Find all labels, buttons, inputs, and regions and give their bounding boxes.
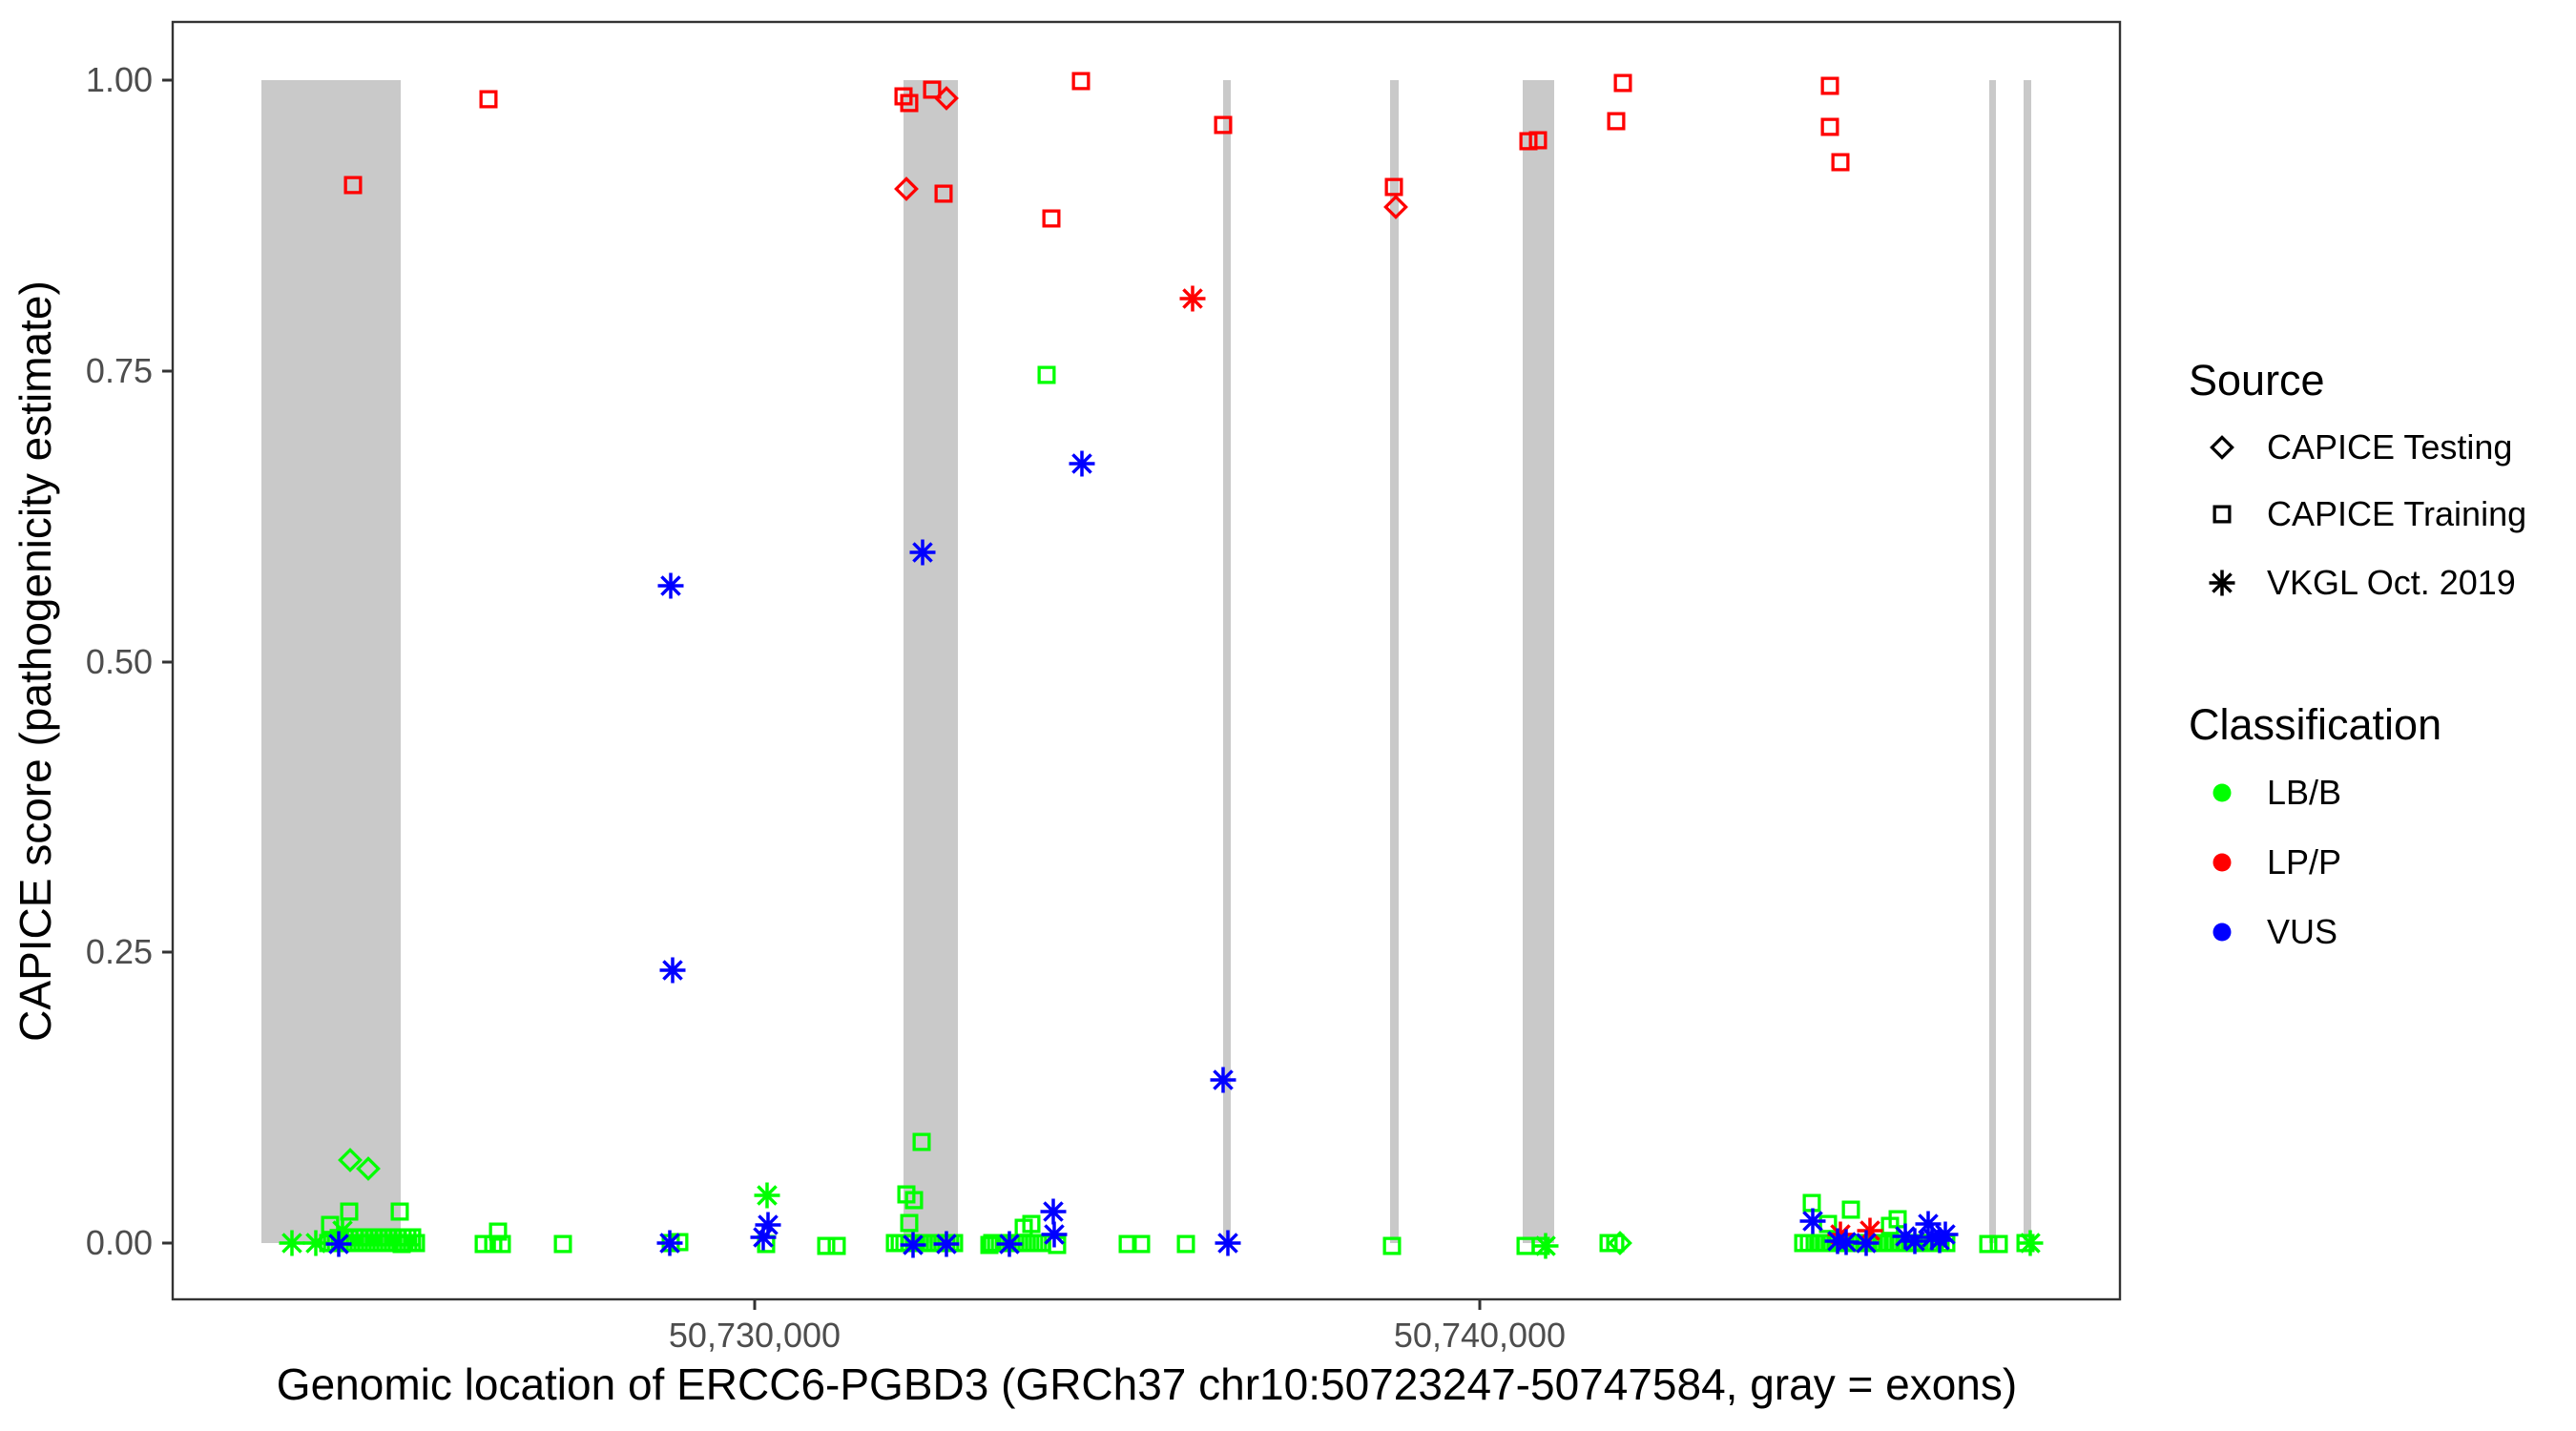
svg-text:1.00: 1.00 <box>86 60 153 99</box>
svg-text:50,730,000: 50,730,000 <box>669 1316 841 1355</box>
svg-text:Source: Source <box>2189 356 2325 404</box>
svg-text:0.75: 0.75 <box>86 351 153 390</box>
svg-text:0.00: 0.00 <box>86 1223 153 1262</box>
svg-text:LB/B: LB/B <box>2267 773 2341 812</box>
svg-text:LP/P: LP/P <box>2267 842 2341 881</box>
svg-text:VKGL Oct. 2019: VKGL Oct. 2019 <box>2267 563 2516 602</box>
svg-text:Classification: Classification <box>2189 700 2441 749</box>
svg-text:50,740,000: 50,740,000 <box>1394 1316 1566 1355</box>
svg-text:Genomic location of ERCC6-PGBD: Genomic location of ERCC6-PGBD3 (GRCh37 … <box>277 1359 2017 1409</box>
svg-text:CAPICE Testing: CAPICE Testing <box>2267 427 2512 467</box>
svg-text:CAPICE Training: CAPICE Training <box>2267 494 2526 533</box>
svg-text:0.50: 0.50 <box>86 642 153 681</box>
svg-text:VUS: VUS <box>2267 912 2337 951</box>
svg-text:CAPICE score (pathogenicity es: CAPICE score (pathogenicity estimate) <box>10 280 60 1042</box>
svg-text:0.25: 0.25 <box>86 932 153 971</box>
